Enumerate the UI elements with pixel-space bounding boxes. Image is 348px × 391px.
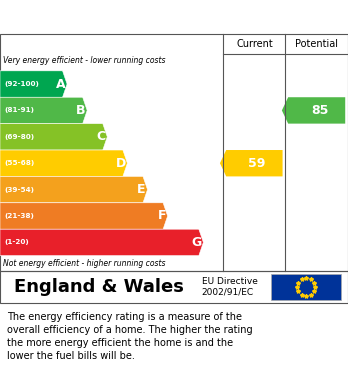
Text: 59: 59	[248, 157, 266, 170]
Bar	[271, 274, 341, 300]
Text: England & Wales: England & Wales	[14, 278, 184, 296]
Text: A: A	[56, 77, 65, 91]
Text: B: B	[76, 104, 86, 117]
Text: Potential: Potential	[295, 39, 338, 49]
Text: (39-54): (39-54)	[4, 187, 34, 193]
Text: E: E	[137, 183, 146, 196]
Polygon shape	[0, 71, 67, 97]
Polygon shape	[220, 150, 283, 176]
Text: (55-68): (55-68)	[4, 160, 34, 166]
Text: F: F	[157, 210, 166, 222]
Text: Current: Current	[236, 39, 273, 49]
Text: (81-91): (81-91)	[4, 108, 34, 113]
Text: (69-80): (69-80)	[4, 134, 34, 140]
Text: D: D	[116, 157, 126, 170]
Text: G: G	[191, 236, 201, 249]
Text: EU Directive
2002/91/EC: EU Directive 2002/91/EC	[202, 277, 258, 297]
Text: (1-20): (1-20)	[4, 239, 29, 246]
Text: (92-100): (92-100)	[4, 81, 39, 87]
Polygon shape	[0, 97, 87, 124]
Polygon shape	[0, 124, 107, 150]
Text: C: C	[96, 130, 105, 143]
Text: (21-38): (21-38)	[4, 213, 34, 219]
Polygon shape	[282, 97, 345, 124]
Text: Energy Efficiency Rating: Energy Efficiency Rating	[10, 10, 220, 25]
Polygon shape	[0, 176, 148, 203]
Polygon shape	[0, 229, 203, 256]
Text: Very energy efficient - lower running costs: Very energy efficient - lower running co…	[3, 56, 166, 65]
Polygon shape	[0, 203, 168, 229]
Text: The energy efficiency rating is a measure of the
overall efficiency of a home. T: The energy efficiency rating is a measur…	[7, 312, 253, 361]
Text: 85: 85	[311, 104, 328, 117]
Polygon shape	[0, 150, 127, 176]
Text: Not energy efficient - higher running costs: Not energy efficient - higher running co…	[3, 259, 166, 268]
